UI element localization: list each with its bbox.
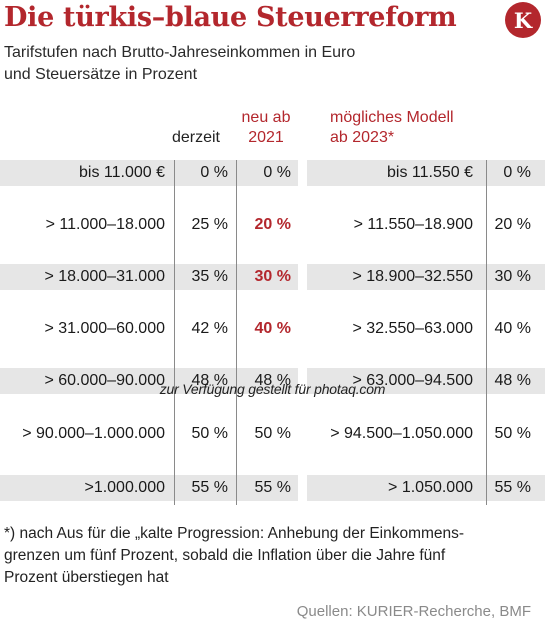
table-row: > 90.000–1.000.000 50 % 50 % > 94.500–1.050… <box>0 421 545 447</box>
column-header-new-line-2: 2021 <box>248 129 284 146</box>
tax-rate-model-2023: 55 % <box>494 479 531 496</box>
footnote-line-1: *) nach Aus für die „kalte Progression: … <box>4 525 465 542</box>
tax-rate-current: 25 % <box>191 216 228 233</box>
tax-rate-new-2021: 50 % <box>254 425 291 442</box>
tax-rate-model-2023: 0 % <box>503 164 531 181</box>
column-header-current: derzeit <box>171 129 220 146</box>
income-bracket-current: bis 11.000 € <box>79 164 165 181</box>
income-bracket-current: > 31.000–60.000 <box>44 320 165 337</box>
subtitle: Tarifstufen nach Brutto-Jahreseinkommen … <box>4 42 355 86</box>
page-title: Die türkis–blaue Steuerreform <box>4 2 457 33</box>
row-band <box>307 475 545 501</box>
tax-rate-new-2021: 30 % <box>254 268 291 285</box>
row-band <box>307 160 545 186</box>
table-row: > 18.000–31.000 35 % 30 % > 18.900–32.550 30… <box>0 264 545 290</box>
income-bracket-current: >1.000.000 <box>84 479 165 496</box>
tax-rate-model-2023: 20 % <box>494 216 531 233</box>
subtitle-line-1: Tarifstufen nach Brutto-Jahreseinkommen … <box>4 44 356 61</box>
tax-rate-model-2023: 30 % <box>494 268 531 285</box>
column-header-model-line-1: mögliches Modell <box>330 109 454 126</box>
row-band <box>0 264 298 290</box>
footnote: *) nach Aus für die „kalte Progression: … <box>4 523 542 589</box>
tax-rate-model-2023: 50 % <box>494 425 531 442</box>
tax-rate-new-2021: 20 % <box>254 216 291 233</box>
tax-rate-current: 35 % <box>191 268 228 285</box>
tax-rate-new-2021: 48 % <box>254 372 291 389</box>
table-row: > 11.000–18.000 25 % 20 % > 11.550–18.900 20… <box>0 212 545 238</box>
table-row: bis 11.000 € 0 % 0 % bis 11.550 € 0 % <box>0 160 545 186</box>
column-divider <box>236 160 237 505</box>
column-divider <box>486 160 487 505</box>
tax-rate-new-2021: 0 % <box>263 164 291 181</box>
column-divider <box>174 160 175 505</box>
table-row: >1.000.000 55 % 55 % > 1.050.000 55 % <box>0 475 545 501</box>
watermark: zur Verfügung gestellt für photaq.com <box>159 381 386 397</box>
income-bracket-current: > 60.000–90.000 <box>44 372 165 389</box>
row-band <box>0 475 298 501</box>
tax-rate-current: 50 % <box>191 425 228 442</box>
tax-rate-new-2021: 40 % <box>254 320 291 337</box>
income-bracket-model-2023: > 18.900–32.550 <box>352 268 473 285</box>
row-band <box>307 368 545 394</box>
income-bracket-current: > 11.000–18.000 <box>45 216 165 233</box>
column-header-new-line-1: neu ab <box>241 109 291 126</box>
income-bracket-model-2023: > 1.050.000 <box>388 479 473 496</box>
row-band <box>0 160 298 186</box>
column-header-new-2021: neu ab 2021 <box>236 108 296 148</box>
income-bracket-current: > 90.000–1.000.000 <box>22 425 165 442</box>
income-bracket-current: > 18.000–31.000 <box>44 268 165 285</box>
income-bracket-model-2023: bis 11.550 € <box>387 164 473 181</box>
income-bracket-model-2023: > 32.550–63.000 <box>352 320 473 337</box>
table-row: > 31.000–60.000 42 % 40 % > 32.550–63.000 40… <box>0 316 545 342</box>
row-band <box>307 264 545 290</box>
tax-rate-current: 48 % <box>191 372 228 389</box>
tax-rate-new-2021: 55 % <box>254 479 291 496</box>
income-bracket-model-2023: > 11.550–18.900 <box>353 216 473 233</box>
footnote-line-3: Prozent überstiegen hat <box>4 569 169 586</box>
tax-rate-current: 42 % <box>191 320 228 337</box>
table-row: > 60.000–90.000 48 % 48 % > 63.000–94.500 48… <box>0 368 545 394</box>
income-bracket-model-2023: > 63.000–94.500 <box>352 372 473 389</box>
row-band <box>0 368 298 394</box>
tax-rate-current: 55 % <box>191 479 228 496</box>
kurier-logo: K <box>505 2 541 38</box>
source-credit: Quellen: KURIER-Recherche, BMF <box>296 603 531 620</box>
column-header-model-2023: mögliches Modell ab 2023* <box>330 108 454 148</box>
tax-rate-model-2023: 40 % <box>494 320 531 337</box>
income-bracket-model-2023: > 94.500–1.050.000 <box>330 425 473 442</box>
subtitle-line-2: und Steuersätze in Prozent <box>4 66 198 83</box>
column-header-model-line-2: ab 2023* <box>330 129 395 146</box>
footnote-line-2: grenzen um fünf Prozent, sobald die Infl… <box>4 547 446 564</box>
tax-rate-current: 0 % <box>200 164 228 181</box>
tax-rate-model-2023: 48 % <box>494 372 531 389</box>
